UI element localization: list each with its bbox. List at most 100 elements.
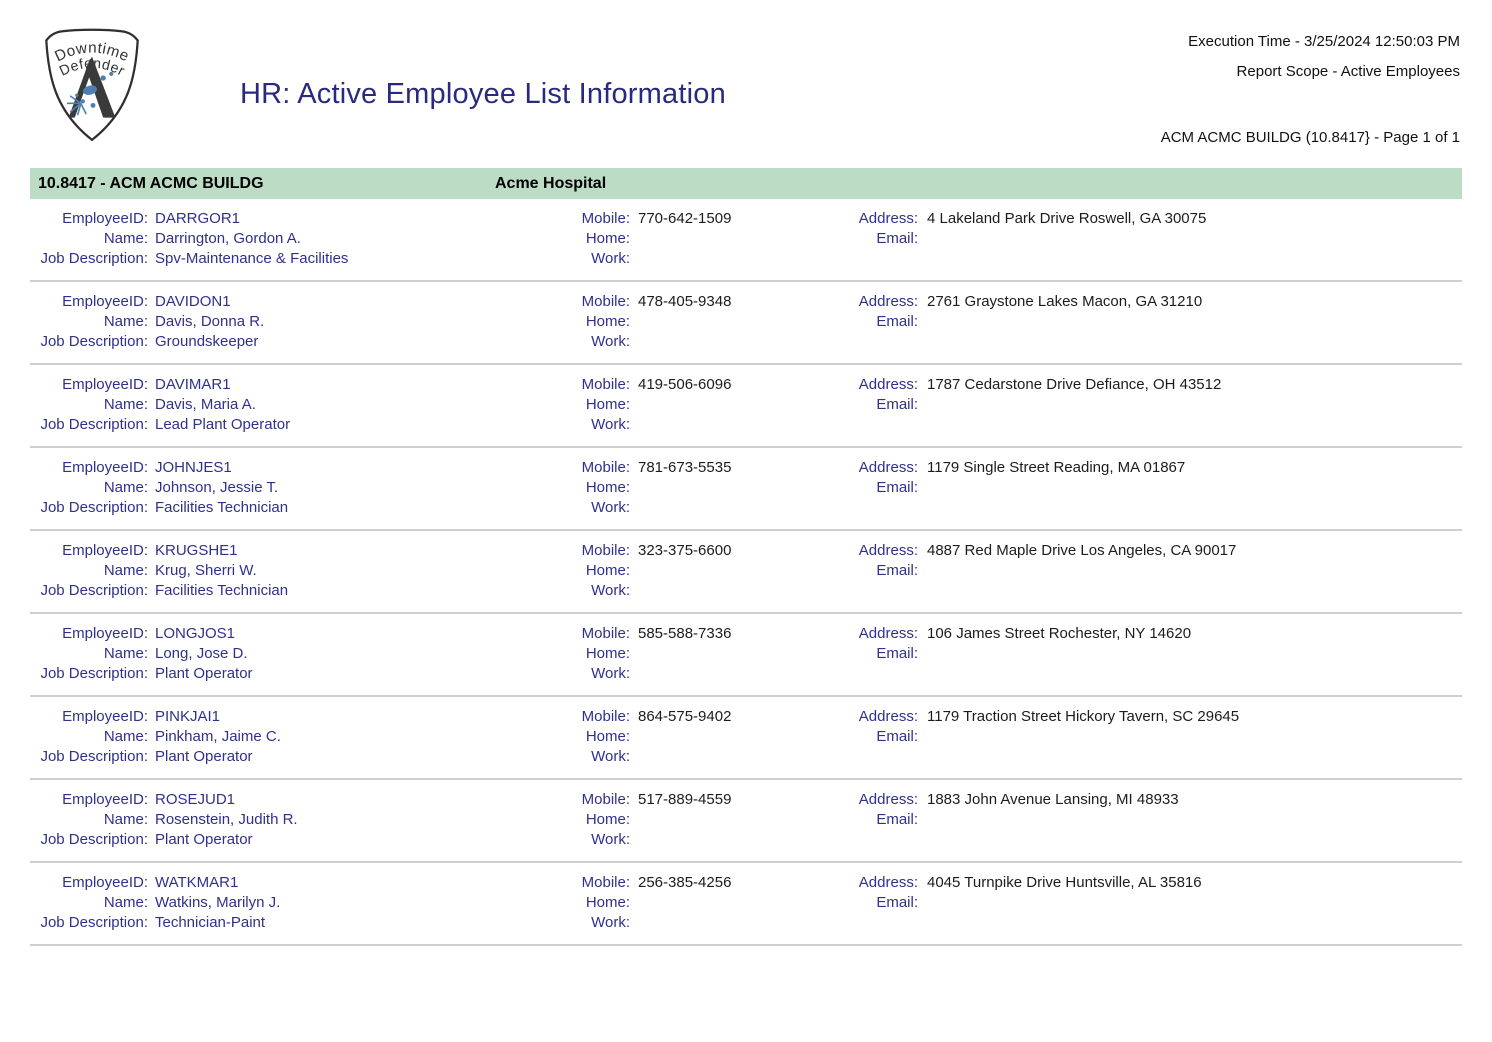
paint-splatter-icon	[75, 71, 114, 108]
mobile-value: 419-506-6096	[638, 376, 732, 393]
phone-column: Mobile: 770-642-1509 Home: Work:	[575, 209, 856, 280]
address-value: 1179 Traction Street Hickory Tavern, SC …	[927, 708, 1240, 725]
home-label: Home:	[585, 313, 630, 330]
identity-column: EmployeeID: JOHNJES1 Name: Johnson, Jess…	[30, 458, 575, 529]
name-value: Watkins, Marilyn J.	[155, 894, 281, 911]
job-description-value: Plant Operator	[155, 831, 253, 848]
name-value: Davis, Maria A.	[155, 396, 256, 413]
employee-record: EmployeeID: WATKMAR1 Name: Watkins, Mari…	[30, 863, 1462, 946]
name-label: Name:	[103, 479, 148, 496]
phone-column: Mobile: 517-889-4559 Home: Work:	[575, 790, 856, 861]
email-label: Email:	[876, 396, 918, 413]
address-value: 1883 John Avenue Lansing, MI 48933	[927, 791, 1179, 808]
identity-column: EmployeeID: WATKMAR1 Name: Watkins, Mari…	[30, 873, 575, 944]
employee-id-value: DAVIDON1	[155, 293, 231, 310]
job-description-label: Job Description:	[40, 250, 148, 267]
phone-column: Mobile: 478-405-9348 Home: Work:	[575, 292, 856, 363]
employee-list: EmployeeID: DARRGOR1 Name: Darrington, G…	[30, 199, 1462, 946]
job-description-label: Job Description:	[40, 831, 148, 848]
employee-id-label: EmployeeID:	[62, 542, 148, 559]
work-label: Work:	[591, 499, 630, 516]
job-description-value: Facilities Technician	[155, 582, 289, 599]
address-value: 4 Lakeland Park Drive Roswell, GA 30075	[927, 210, 1207, 227]
employee-id-value: KRUGSHE1	[155, 542, 238, 559]
contact-column: Address: 1179 Traction Street Hickory Ta…	[856, 707, 1462, 778]
report-meta: Execution Time - 3/25/2024 12:50:03 PM R…	[1188, 27, 1460, 87]
contact-column: Address: 1179 Single Street Reading, MA …	[856, 458, 1462, 529]
email-value	[927, 395, 1462, 415]
address-value: 2761 Graystone Lakes Macon, GA 31210	[927, 293, 1203, 310]
employee-record: EmployeeID: DAVIDON1 Name: Davis, Donna …	[30, 282, 1462, 365]
job-description-label: Job Description:	[40, 748, 148, 765]
email-label: Email:	[876, 313, 918, 330]
contact-column: Address: 4887 Red Maple Drive Los Angele…	[856, 541, 1462, 612]
employee-id-label: EmployeeID:	[62, 791, 148, 808]
home-value	[638, 727, 856, 747]
phone-column: Mobile: 323-375-6600 Home: Work:	[575, 541, 856, 612]
work-value	[638, 498, 856, 518]
work-label: Work:	[591, 333, 630, 350]
email-label: Email:	[876, 645, 918, 662]
job-description-label: Job Description:	[40, 499, 148, 516]
mobile-value: 770-642-1509	[638, 210, 732, 227]
report-scope: Report Scope - Active Employees	[1236, 63, 1460, 80]
contact-column: Address: 4 Lakeland Park Drive Roswell, …	[856, 209, 1462, 280]
identity-column: EmployeeID: DAVIDON1 Name: Davis, Donna …	[30, 292, 575, 363]
job-description-value: Technician-Paint	[155, 914, 266, 931]
mobile-label: Mobile:	[581, 542, 630, 559]
home-label: Home:	[585, 894, 630, 911]
address-value: 1787 Cedarstone Drive Defiance, OH 43512	[927, 376, 1222, 393]
work-label: Work:	[591, 416, 630, 433]
phone-column: Mobile: 419-506-6096 Home: Work:	[575, 375, 856, 446]
address-label: Address:	[858, 293, 918, 310]
job-description-value: Facilities Technician	[155, 499, 289, 516]
execution-time: Execution Time - 3/25/2024 12:50:03 PM	[1188, 33, 1460, 50]
job-description-label: Job Description:	[40, 333, 148, 350]
work-label: Work:	[591, 665, 630, 682]
employee-id-value: LONGJOS1	[155, 625, 236, 642]
mobile-value: 478-405-9348	[638, 293, 732, 310]
contact-column: Address: 1883 John Avenue Lansing, MI 48…	[856, 790, 1462, 861]
mobile-label: Mobile:	[581, 625, 630, 642]
name-value: Darrington, Gordon A.	[155, 230, 301, 247]
phone-column: Mobile: 781-673-5535 Home: Work:	[575, 458, 856, 529]
work-label: Work:	[591, 748, 630, 765]
employee-id-label: EmployeeID:	[62, 376, 148, 393]
address-label: Address:	[858, 708, 918, 725]
home-label: Home:	[585, 479, 630, 496]
employee-record: EmployeeID: LONGJOS1 Name: Long, Jose D.…	[30, 614, 1462, 697]
name-value: Long, Jose D.	[155, 645, 248, 662]
home-value	[638, 810, 856, 830]
job-description-label: Job Description:	[40, 665, 148, 682]
job-description-value: Plant Operator	[155, 748, 253, 765]
job-description-label: Job Description:	[40, 914, 148, 931]
email-label: Email:	[876, 894, 918, 911]
work-value	[638, 249, 856, 269]
mobile-label: Mobile:	[581, 376, 630, 393]
employee-record: EmployeeID: ROSEJUD1 Name: Rosenstein, J…	[30, 780, 1462, 863]
name-label: Name:	[103, 230, 148, 247]
employee-record: EmployeeID: PINKJAI1 Name: Pinkham, Jaim…	[30, 697, 1462, 780]
home-label: Home:	[585, 396, 630, 413]
identity-column: EmployeeID: DAVIMAR1 Name: Davis, Maria …	[30, 375, 575, 446]
email-value	[927, 644, 1462, 664]
identity-column: EmployeeID: KRUGSHE1 Name: Krug, Sherri …	[30, 541, 575, 612]
email-value	[927, 561, 1462, 581]
mobile-label: Mobile:	[581, 874, 630, 891]
employee-id-value: ROSEJUD1	[155, 791, 236, 808]
mobile-label: Mobile:	[581, 210, 630, 227]
email-label: Email:	[876, 479, 918, 496]
work-value	[638, 747, 856, 767]
mobile-value: 864-575-9402	[638, 708, 732, 725]
downtime-defender-logo: Downtime Defender	[32, 14, 152, 146]
home-value	[638, 312, 856, 332]
home-label: Home:	[585, 645, 630, 662]
group-header-bar: 10.8417 - ACM ACMC BUILDG Acme Hospital	[30, 168, 1462, 199]
mobile-value: 781-673-5535	[638, 459, 732, 476]
phone-column: Mobile: 864-575-9402 Home: Work:	[575, 707, 856, 778]
address-value: 4887 Red Maple Drive Los Angeles, CA 900…	[927, 542, 1237, 559]
email-label: Email:	[876, 230, 918, 247]
work-value	[638, 332, 856, 352]
employee-record: EmployeeID: DARRGOR1 Name: Darrington, G…	[30, 199, 1462, 282]
address-value: 1179 Single Street Reading, MA 01867	[927, 459, 1186, 476]
